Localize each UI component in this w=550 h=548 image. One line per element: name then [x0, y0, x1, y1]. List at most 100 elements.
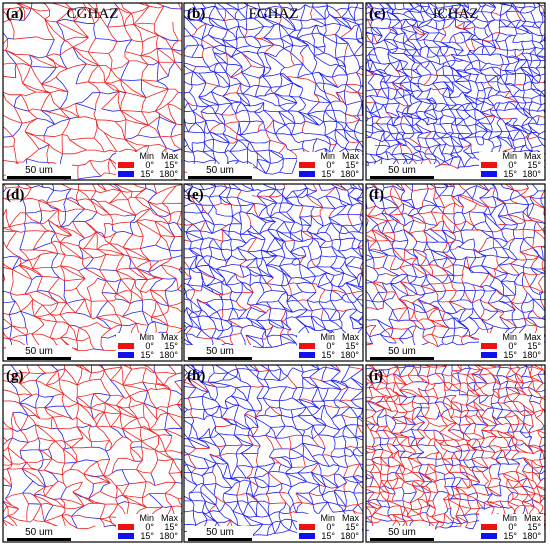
low-angle-boundaries: [366, 4, 545, 169]
legend-header: Max: [161, 332, 179, 342]
scale-bar: [7, 538, 71, 541]
legend-min: 0°: [326, 341, 335, 351]
panel-border: [2, 364, 183, 543]
legend-header: Max: [524, 151, 542, 161]
legend-max: 180°: [522, 169, 541, 179]
high-angle-boundaries: [366, 3, 545, 169]
legend-header: Max: [524, 332, 542, 342]
legend-header: Min: [320, 332, 335, 342]
panel-border: [365, 183, 546, 362]
legend-min: 0°: [145, 341, 154, 351]
legend-header: Max: [342, 513, 360, 523]
low-angle-boundaries: [184, 365, 363, 535]
legend-min: 15°: [140, 169, 154, 179]
high-angle-boundaries: [366, 184, 545, 348]
boundaries: [184, 365, 363, 536]
legend-swatch: [118, 171, 134, 177]
legend-swatch: [299, 352, 315, 358]
legend-max: 180°: [340, 531, 359, 541]
legend-min: 15°: [140, 350, 154, 360]
panel-title: FGHAZ: [248, 6, 298, 22]
legend-swatch: [481, 343, 497, 349]
scale-bar: [370, 176, 434, 179]
boundaries: [366, 184, 545, 348]
legend-max: 180°: [159, 531, 178, 541]
scale-label: 50 um: [25, 346, 53, 357]
low-angle-boundaries: [184, 6, 363, 174]
legend-header: Min: [139, 151, 154, 161]
legend-min: 0°: [326, 160, 335, 170]
legend-min: 0°: [326, 522, 335, 532]
boundaries: [184, 184, 363, 348]
legend-swatch: [299, 162, 315, 168]
scale-bg: [369, 345, 435, 360]
panel-label: (h): [187, 368, 205, 384]
high-angle-boundaries: [184, 3, 363, 175]
legend-header: Min: [320, 151, 335, 161]
scale-bar: [7, 357, 71, 360]
low-angle-boundaries: [184, 184, 363, 347]
scale-bar: [7, 176, 71, 179]
legend-min: 15°: [321, 350, 335, 360]
scale-bar: [188, 357, 252, 360]
legend-swatch: [299, 343, 315, 349]
legend-max: 15°: [164, 341, 178, 351]
legend-max: 15°: [345, 341, 359, 351]
panel-label: (i): [369, 368, 383, 384]
legend-min: 0°: [508, 341, 517, 351]
legend-min: 15°: [503, 169, 517, 179]
scale-bg: [187, 345, 253, 360]
scale-bg: [369, 526, 435, 541]
boundaries: [366, 365, 545, 532]
panel-title: ICHAZ: [433, 6, 479, 22]
legend-max: 15°: [164, 522, 178, 532]
scale-bar: [188, 176, 252, 179]
legend-swatch: [481, 524, 497, 530]
scale-bar: [370, 357, 434, 360]
panel-label: (c): [369, 6, 386, 22]
scale-label: 50 um: [388, 346, 416, 357]
panel-border: [2, 2, 183, 181]
legend-swatch: [299, 533, 315, 539]
legend-min: 0°: [145, 160, 154, 170]
low-angle-boundaries: [3, 184, 182, 352]
scale-bar: [188, 538, 252, 541]
scale-label: 50 um: [25, 165, 53, 176]
scale-bg: [6, 164, 72, 179]
legend-header: Min: [502, 513, 517, 523]
legend-header: Min: [139, 513, 154, 523]
panel-border: [183, 2, 364, 181]
legend-header: Min: [502, 332, 517, 342]
boundaries: [184, 3, 363, 175]
legend-max: 15°: [345, 160, 359, 170]
panel-label: (d): [6, 187, 24, 203]
low-angle-boundaries: [3, 3, 182, 180]
legend-swatch: [481, 171, 497, 177]
legend-max: 180°: [522, 350, 541, 360]
panel-label: (f): [369, 187, 384, 203]
legend-header: Max: [161, 513, 179, 523]
panel-label: (e): [187, 187, 204, 203]
legend-max: 15°: [345, 522, 359, 532]
legend-max: 180°: [159, 350, 178, 360]
panel-border: [365, 2, 546, 181]
legend-min: 15°: [503, 531, 517, 541]
boundaries: [3, 184, 182, 352]
low-angle-boundaries: [366, 184, 545, 348]
scale-bar: [370, 538, 434, 541]
high-angle-boundaries: [366, 365, 545, 531]
high-angle-boundaries: [3, 365, 182, 531]
scale-bg: [6, 526, 72, 541]
boundaries: [366, 3, 545, 169]
legend-max: 15°: [527, 522, 541, 532]
legend-header: Max: [342, 332, 360, 342]
panel-bg: [3, 365, 182, 542]
legend-max: 180°: [159, 169, 178, 179]
panel-bg: [184, 3, 363, 180]
legend-header: Max: [161, 151, 179, 161]
